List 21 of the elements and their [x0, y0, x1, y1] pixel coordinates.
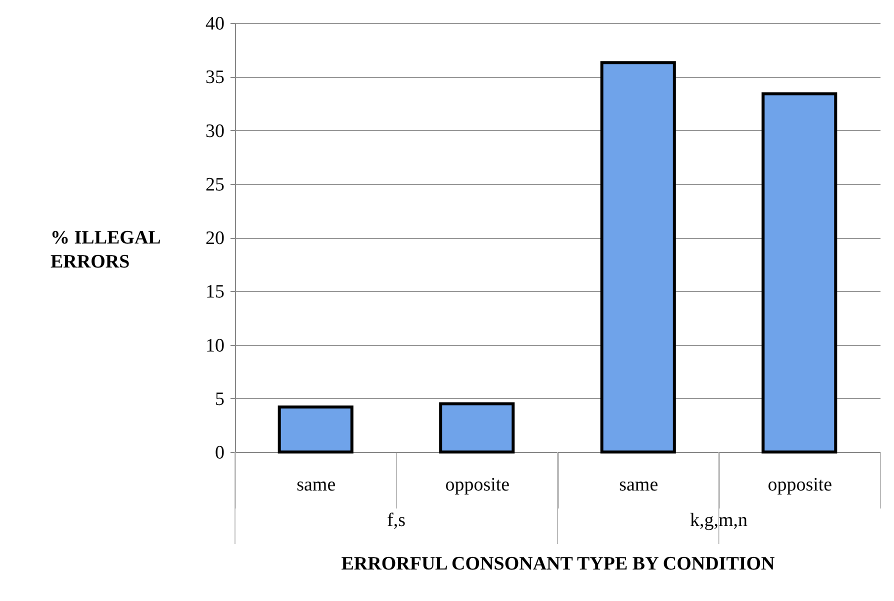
x-tick-label: same [619, 474, 658, 496]
x-tick-label: same [296, 474, 336, 496]
y-tick-label: 20 [206, 228, 224, 249]
y-tick-label: 40 [206, 14, 224, 34]
bar [439, 402, 515, 454]
y-tick-label: 25 [206, 174, 224, 196]
y-tick-label: 35 [206, 67, 224, 88]
y-tick-label: 5 [215, 388, 224, 410]
y-tick-label: 0 [215, 442, 224, 464]
bar [762, 92, 838, 454]
y-tick-label: 30 [206, 120, 224, 142]
x-axis-title: ERRORFUL CONSONANT TYPE BY CONDITION [341, 554, 776, 574]
bar [278, 405, 354, 454]
y-tick-label: 10 [206, 335, 224, 356]
bar [600, 61, 676, 454]
x-tick-label: opposite [445, 474, 510, 496]
y-tick-label: 15 [206, 282, 224, 303]
y-axis-title: % ILLEGAL ERRORS [50, 228, 161, 272]
text: f,s [387, 510, 406, 531]
x-tick-label: opposite [768, 474, 832, 496]
text: k,g,m,n [690, 510, 748, 531]
